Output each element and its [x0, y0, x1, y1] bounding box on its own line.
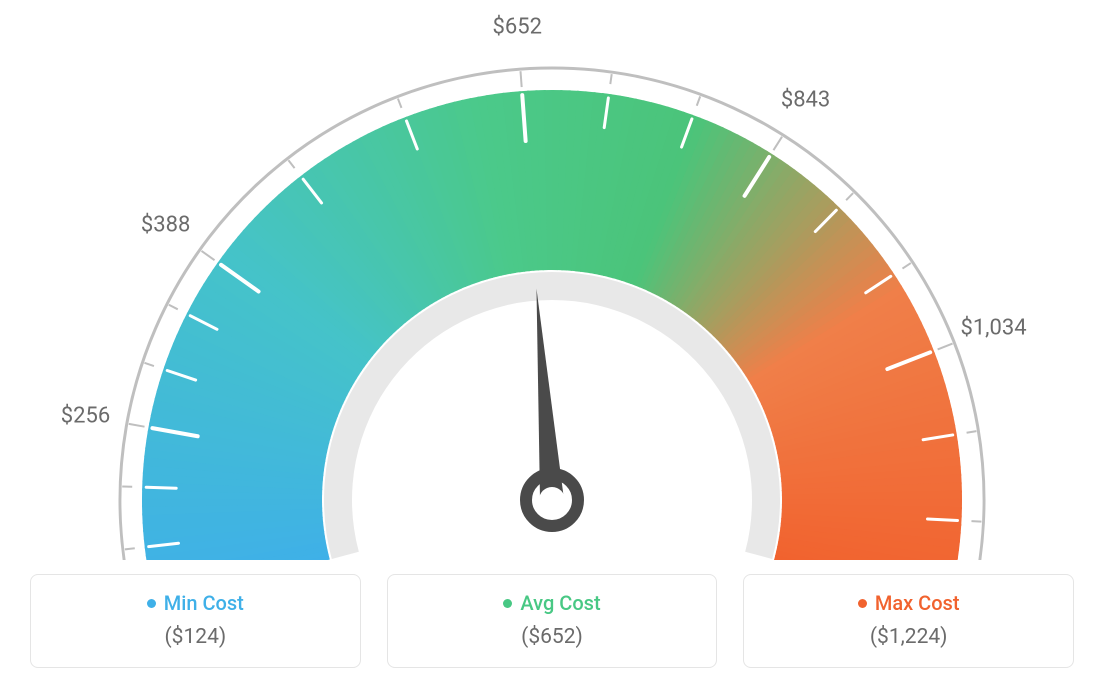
gauge-svg: [0, 0, 1104, 560]
chart-container: $124$256$388$652$843$1,034$1,224 Min Cos…: [0, 0, 1104, 690]
legend-max-title: Max Cost: [858, 591, 960, 615]
legend-max: Max Cost ($1,224): [743, 574, 1074, 668]
legend-max-label: Max Cost: [875, 591, 960, 615]
legend-min-dot-icon: [147, 599, 156, 608]
legend-min-value: ($124): [41, 625, 350, 649]
legend-max-dot-icon: [858, 599, 867, 608]
gauge-area: $124$256$388$652$843$1,034$1,224: [0, 0, 1104, 560]
legend-avg-title: Avg Cost: [503, 591, 600, 615]
legend-row: Min Cost ($124) Avg Cost ($652) Max Cost…: [0, 574, 1104, 668]
legend-avg-dot-icon: [503, 599, 512, 608]
gauge-tick-label: $1,034: [960, 315, 1026, 340]
legend-min-label: Min Cost: [164, 591, 244, 615]
gauge-tick-label: $843: [781, 87, 830, 112]
legend-avg-label: Avg Cost: [520, 591, 600, 615]
legend-avg: Avg Cost ($652): [387, 574, 718, 668]
gauge-tick-label: $652: [493, 15, 542, 40]
gauge-tick-label: $388: [141, 213, 190, 238]
legend-min: Min Cost ($124): [30, 574, 361, 668]
legend-max-value: ($1,224): [754, 625, 1063, 649]
gauge-tick-label: $256: [61, 404, 110, 429]
legend-avg-value: ($652): [398, 625, 707, 649]
legend-min-title: Min Cost: [147, 591, 244, 615]
